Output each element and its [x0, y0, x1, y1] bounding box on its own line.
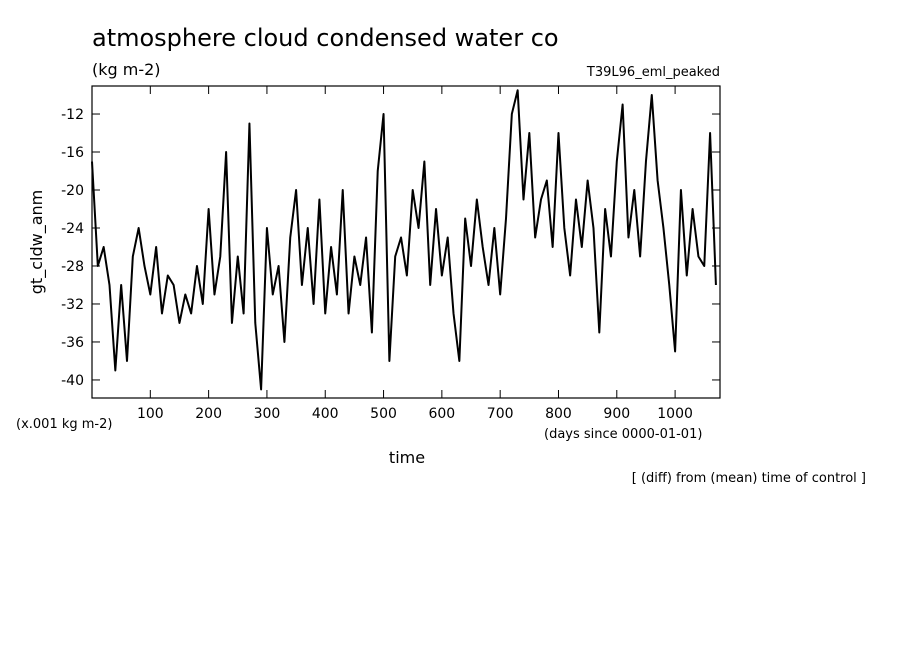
run-label: T39L96_eml_peaked — [586, 65, 720, 80]
x-tick-label: 800 — [545, 406, 572, 422]
x-tick-label: 900 — [603, 406, 630, 422]
plot-frame — [91, 85, 721, 399]
y-unit: (x.001 kg m-2) — [16, 417, 112, 432]
x-tick-label: 200 — [195, 406, 222, 422]
data-line — [91, 89, 717, 391]
y-tick-label: -40 — [61, 373, 84, 389]
x-tick-label: 700 — [487, 406, 514, 422]
y-tick-label: -36 — [61, 335, 84, 351]
chart-title: atmosphere cloud condensed water co — [92, 24, 559, 52]
y-tick-label: -24 — [61, 221, 84, 237]
y-tick-label: -20 — [61, 183, 84, 199]
y-tick-label: -28 — [61, 259, 84, 275]
x-tick-label: 400 — [312, 406, 339, 422]
y-tick-label: -32 — [61, 297, 84, 313]
note: [ (diff) from (mean) time of control ] — [632, 471, 866, 486]
x-tick-label: 600 — [428, 406, 455, 422]
chart-subtitle: (kg m-2) — [92, 60, 161, 79]
y-tick-label: -12 — [61, 107, 84, 123]
x-tick-label: 100 — [137, 406, 164, 422]
y-axis-label: gt_cldw_anm — [27, 190, 47, 294]
x-tick-label: 1000 — [657, 406, 693, 422]
x-tick-label: 300 — [254, 406, 281, 422]
x-tick-label: 500 — [370, 406, 397, 422]
x-axis-label: time — [389, 448, 425, 467]
y-tick-label: -16 — [61, 145, 84, 161]
x-unit: (days since 0000-01-01) — [544, 427, 702, 442]
